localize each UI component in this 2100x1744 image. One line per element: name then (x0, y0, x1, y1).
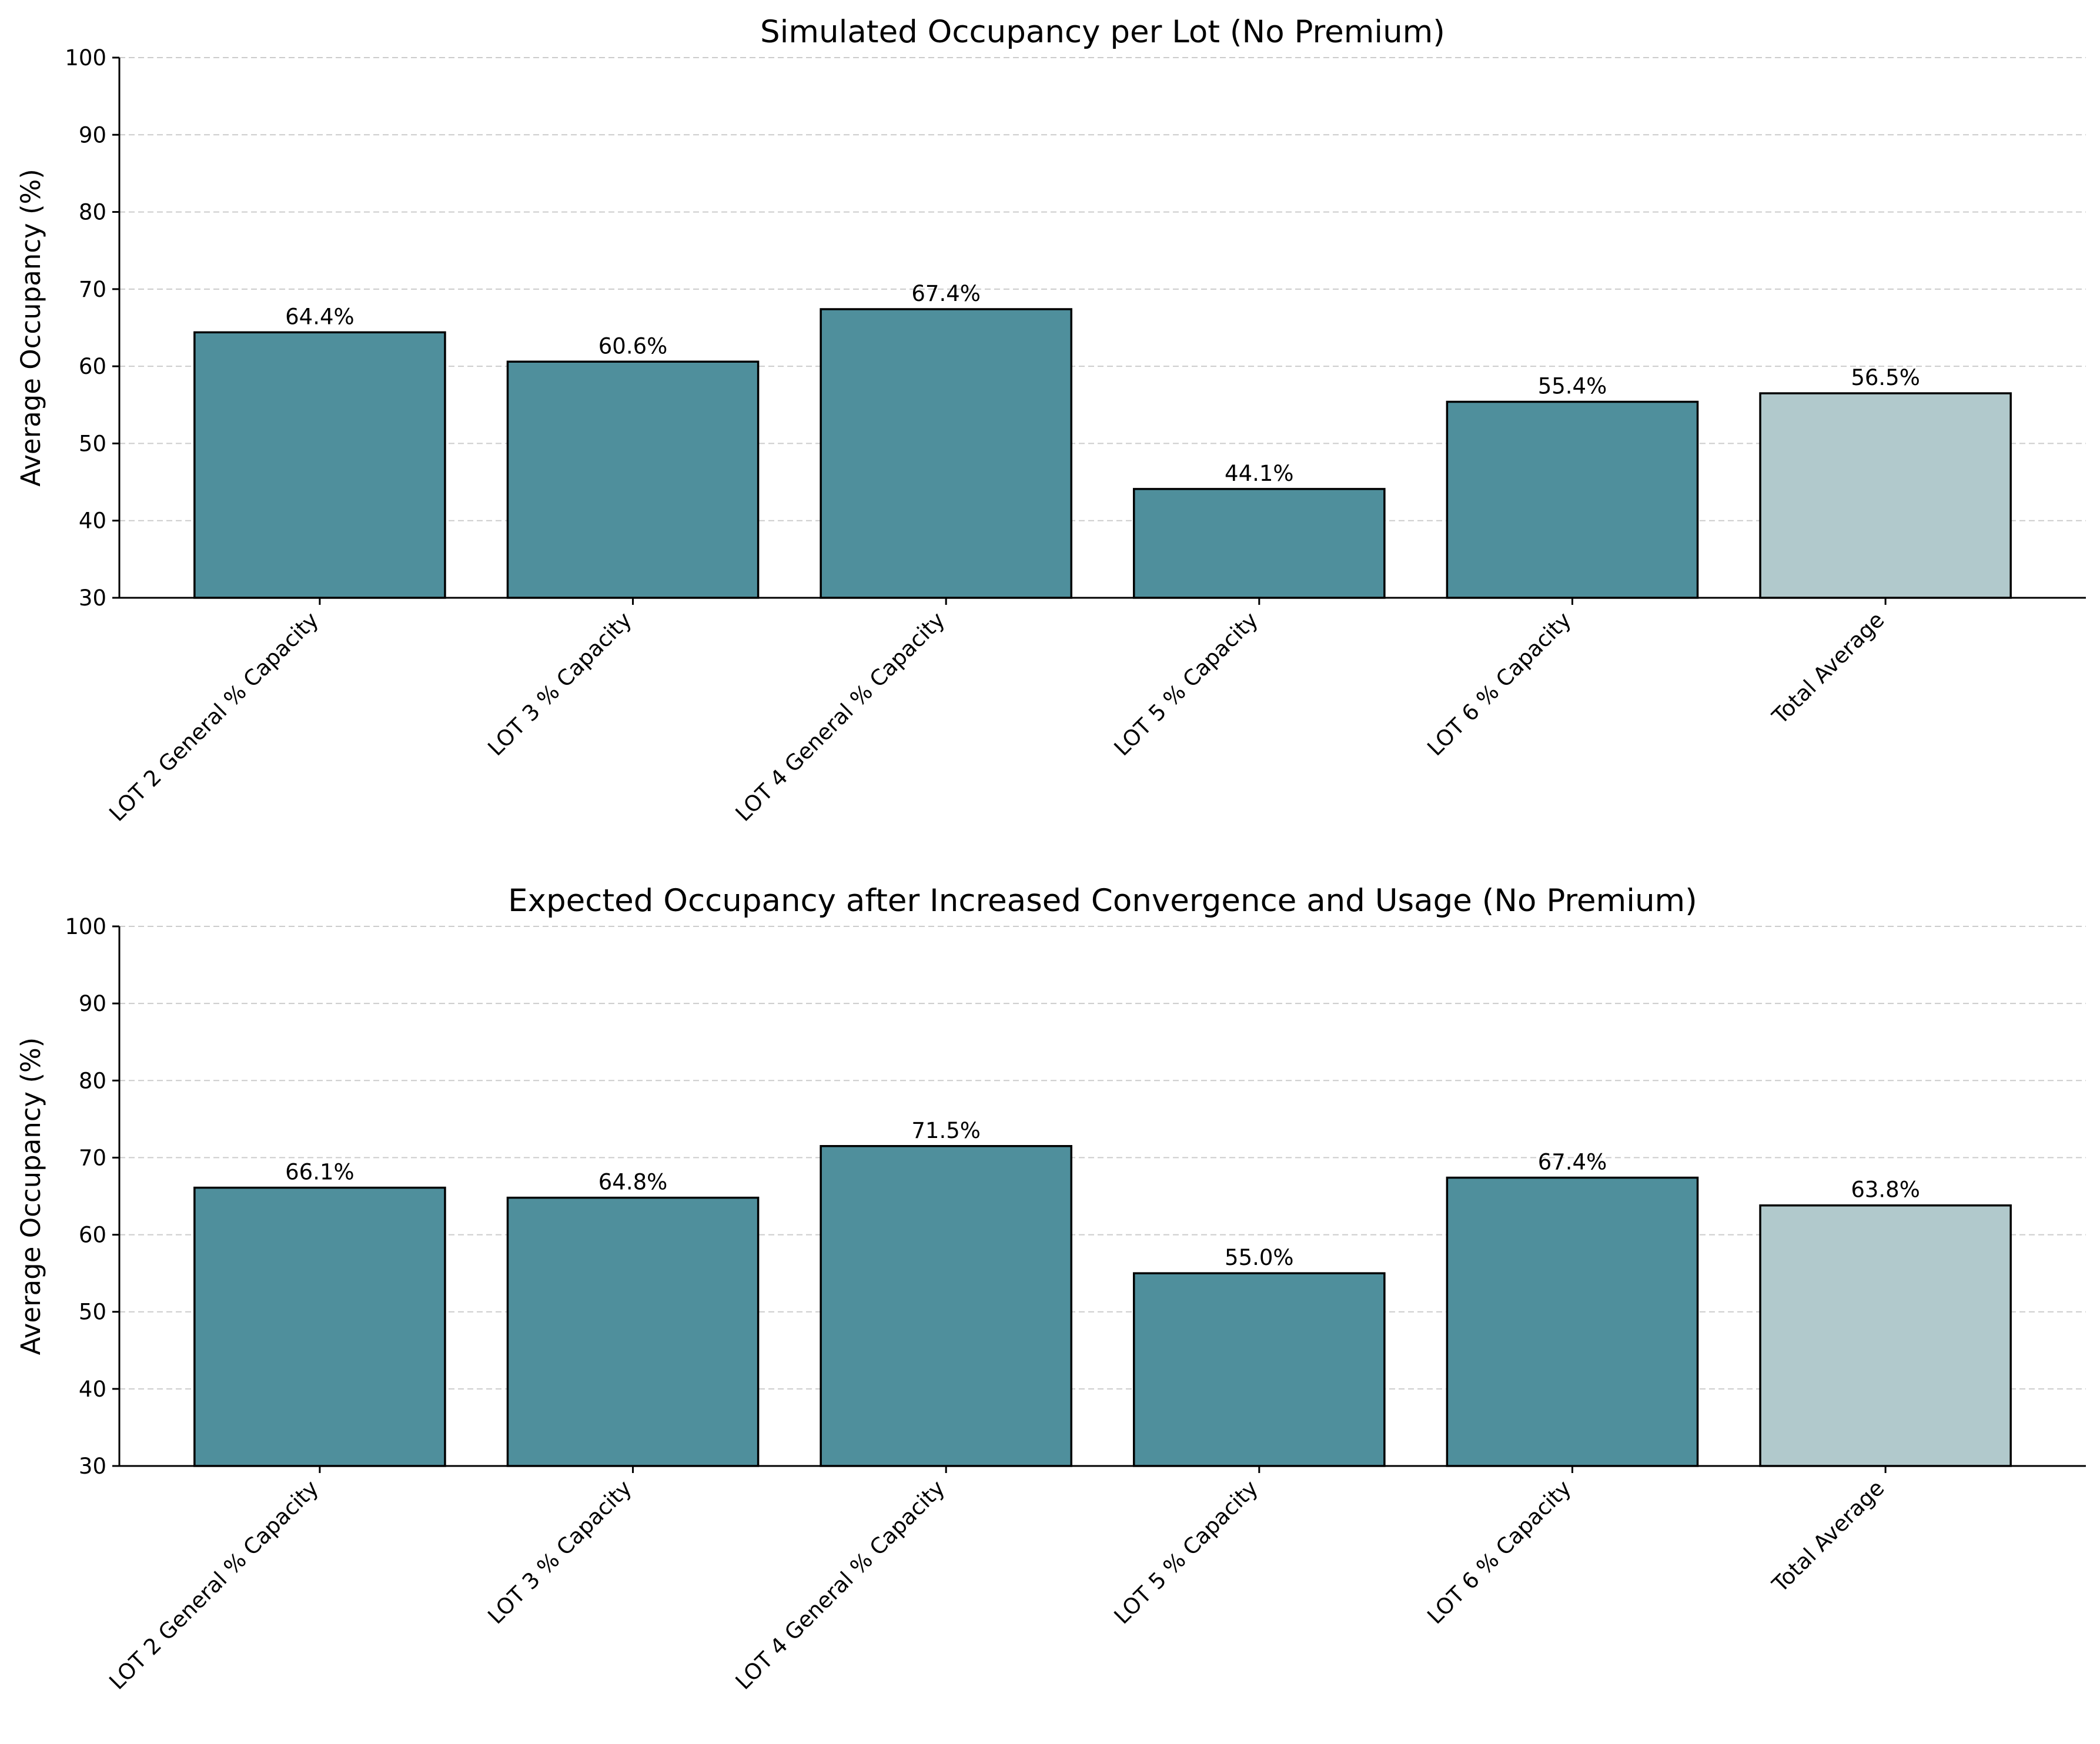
x-tick-label: LOT 4 General % Capacity (731, 607, 950, 826)
y-tick-label: 80 (79, 200, 106, 225)
bar-value-label: 60.6% (598, 333, 668, 359)
bar (1133, 1272, 1386, 1467)
bar (820, 308, 1072, 599)
bar (1759, 1204, 2012, 1467)
y-tick-label: 100 (65, 45, 106, 71)
y-tick-label: 80 (79, 1068, 106, 1093)
x-tick-label: LOT 3 % Capacity (483, 1475, 636, 1629)
chart-title: Expected Occupancy after Increased Conve… (508, 883, 1697, 919)
y-tick-label: 60 (79, 354, 106, 379)
bar-value-label: 55.4% (1538, 374, 1607, 399)
bar-value-label: 71.5% (911, 1118, 981, 1143)
x-tick-label: LOT 2 General % Capacity (104, 607, 323, 826)
y-tick-label: 70 (79, 1145, 106, 1170)
bar-value-label: 56.5% (1851, 365, 1920, 390)
bar (1446, 1176, 1699, 1467)
bar (193, 1186, 446, 1467)
bar-value-label: 66.1% (285, 1160, 355, 1185)
x-tick-label: LOT 3 % Capacity (483, 607, 636, 761)
x-tick-label: LOT 4 General % Capacity (731, 1475, 950, 1695)
y-tick-label: 60 (79, 1223, 106, 1248)
chart-title: Simulated Occupancy per Lot (No Premium) (760, 14, 1445, 50)
y-tick-label: 30 (79, 1454, 106, 1479)
x-tick-label: LOT 6 % Capacity (1422, 607, 1576, 761)
y-tick-label: 100 (65, 914, 106, 939)
y-tick-label: 90 (79, 991, 106, 1016)
x-tick-label: LOT 6 % Capacity (1422, 1475, 1576, 1629)
bar (1446, 400, 1699, 599)
bar (1759, 392, 2012, 599)
y-tick-label: 40 (79, 508, 106, 534)
y-axis-label: Average Occupancy (%) (15, 1037, 46, 1355)
bar-value-label: 67.4% (1538, 1150, 1607, 1175)
bar-value-label: 64.4% (285, 304, 355, 329)
bar (193, 331, 446, 599)
bar (1133, 488, 1386, 599)
bar-value-label: 63.8% (1851, 1177, 1920, 1203)
y-tick-label: 90 (79, 122, 106, 148)
y-tick-label: 30 (79, 585, 106, 611)
chart-2: 66.1% 64.8% 71.5% 55.0% 67.4% 63.8% 30 40 50 60 70… (15, 883, 2086, 1695)
x-tick-label: Total Average (1767, 1475, 1889, 1598)
y-tick-label: 50 (79, 431, 106, 456)
x-tick-label: LOT 5 % Capacity (1109, 607, 1263, 761)
chart-1: 64.4% 60.6% 67.4% 44.1% 55.4% 56.5% 30 40 50 60 70… (15, 14, 2086, 826)
bar (506, 360, 760, 599)
bar-value-label: 55.0% (1225, 1245, 1294, 1270)
y-tick-label: 40 (79, 1377, 106, 1402)
x-tick-label: LOT 2 General % Capacity (104, 1475, 323, 1695)
y-axis-label: Average Occupancy (%) (15, 169, 46, 487)
bar (506, 1196, 760, 1467)
bar-value-label: 44.1% (1225, 461, 1294, 486)
bar (820, 1145, 1072, 1467)
y-tick-label: 50 (79, 1300, 106, 1325)
x-tick-label: LOT 5 % Capacity (1109, 1475, 1263, 1629)
y-tick-label: 70 (79, 277, 106, 302)
bar-value-label: 67.4% (911, 281, 981, 306)
x-tick-label: Total Average (1767, 607, 1889, 729)
bar-value-label: 64.8% (598, 1170, 668, 1195)
